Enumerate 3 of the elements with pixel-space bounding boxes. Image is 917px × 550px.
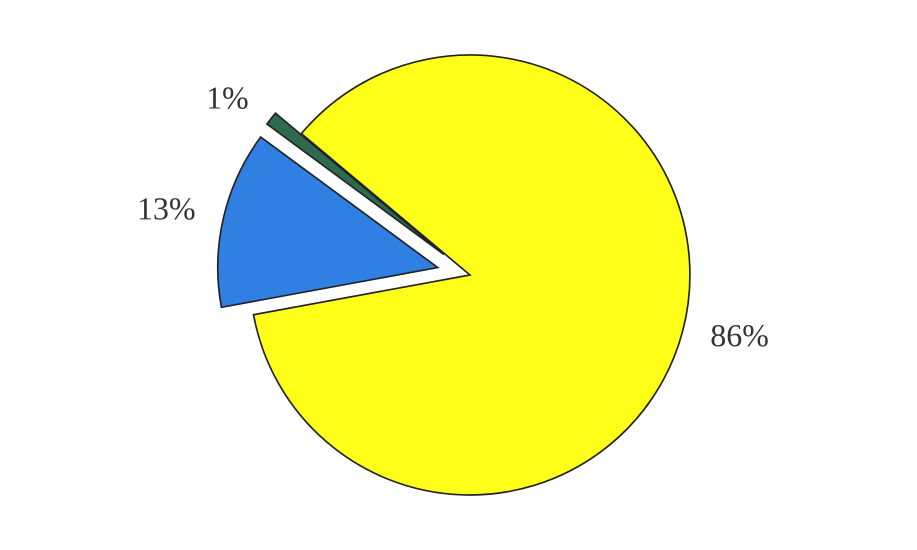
data-label: 86% bbox=[712, 324, 768, 347]
data-label: 13% bbox=[140, 198, 194, 220]
data-label: 1% bbox=[208, 87, 248, 109]
